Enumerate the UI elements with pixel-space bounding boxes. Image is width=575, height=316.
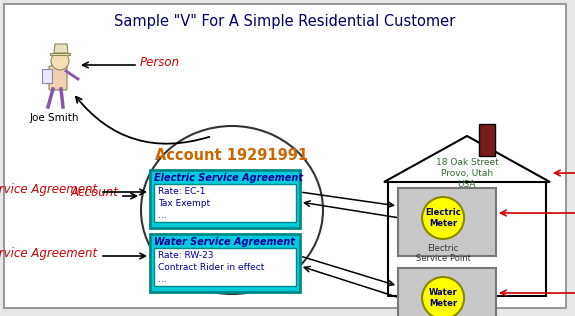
FancyBboxPatch shape	[398, 268, 496, 316]
Text: Sample "V" For A Simple Residential Customer: Sample "V" For A Simple Residential Cust…	[114, 14, 455, 29]
FancyBboxPatch shape	[42, 69, 52, 83]
Text: Joe Smith: Joe Smith	[29, 113, 79, 123]
Circle shape	[422, 197, 464, 239]
Text: 18 Oak Street
Provo, Utah
USA: 18 Oak Street Provo, Utah USA	[436, 158, 499, 189]
Text: Rate: RW-23
Contract Rider in effect
...: Rate: RW-23 Contract Rider in effect ...	[158, 251, 264, 283]
FancyBboxPatch shape	[154, 248, 296, 286]
Text: Account 19291991: Account 19291991	[155, 149, 309, 163]
Circle shape	[51, 52, 69, 70]
Circle shape	[422, 277, 464, 316]
Polygon shape	[50, 53, 70, 55]
Polygon shape	[54, 44, 68, 53]
FancyBboxPatch shape	[154, 184, 296, 222]
Text: Water
Meter: Water Meter	[429, 288, 458, 308]
FancyBboxPatch shape	[479, 124, 495, 156]
FancyBboxPatch shape	[4, 4, 566, 308]
FancyBboxPatch shape	[150, 234, 300, 292]
Polygon shape	[384, 136, 550, 182]
FancyBboxPatch shape	[49, 66, 67, 90]
Text: Electric
Service Point: Electric Service Point	[416, 244, 470, 264]
Text: Electric
Meter: Electric Meter	[425, 208, 461, 228]
Text: Water Service Agreement: Water Service Agreement	[154, 237, 295, 247]
FancyBboxPatch shape	[398, 188, 496, 256]
Text: Service Agreement: Service Agreement	[0, 183, 97, 196]
FancyBboxPatch shape	[388, 180, 546, 296]
Text: Rate: EC-1
Tax Exempt
...: Rate: EC-1 Tax Exempt ...	[158, 187, 210, 220]
Text: Electric Service Agreement: Electric Service Agreement	[154, 173, 303, 183]
Text: Service Agreement: Service Agreement	[0, 246, 97, 259]
FancyBboxPatch shape	[150, 170, 300, 228]
Text: Person: Person	[140, 56, 180, 69]
Text: Account: Account	[70, 186, 118, 199]
